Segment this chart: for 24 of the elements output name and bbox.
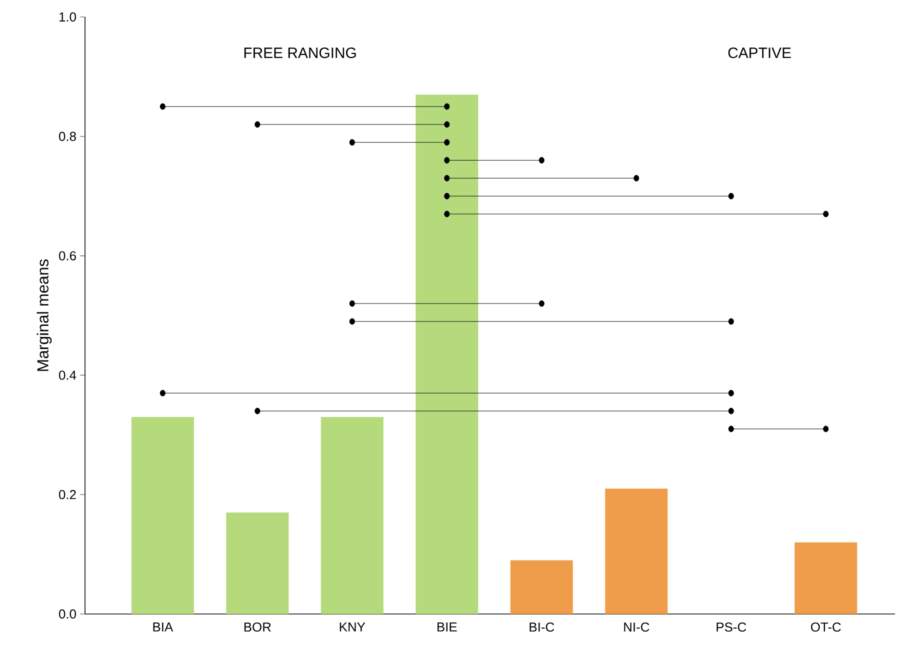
bar xyxy=(416,94,478,614)
x-tick-label: NI-C xyxy=(624,622,650,632)
y-tick-label: 0.6 xyxy=(58,251,76,260)
y-tick-label: 0.2 xyxy=(58,490,76,500)
x-tick-label: KNY xyxy=(340,622,366,632)
bar xyxy=(794,542,858,614)
y-tick-label: 0.8 xyxy=(58,132,76,141)
x-tick-label: BIA xyxy=(153,622,174,632)
annotation: FREE RANGING xyxy=(244,48,356,58)
y-tick-label: 1.0 xyxy=(59,12,76,22)
y-axis-title: Marginal means xyxy=(36,259,52,371)
x-tick-label: OT-C xyxy=(810,622,841,632)
x-tick-label: BI-C xyxy=(530,622,554,632)
bar xyxy=(131,416,194,614)
annotation: CAPTIVE xyxy=(728,48,791,58)
bar xyxy=(320,416,384,614)
bar xyxy=(510,560,573,614)
y-tick-label: 0.4 xyxy=(58,370,76,380)
x-tick-label: BOR xyxy=(244,622,271,632)
bar xyxy=(605,488,668,614)
x-tick-label: BIE xyxy=(438,622,457,632)
x-tick-label: PS-C xyxy=(716,622,746,632)
bar xyxy=(226,512,289,614)
y-tick-label: 0.0 xyxy=(58,609,76,619)
